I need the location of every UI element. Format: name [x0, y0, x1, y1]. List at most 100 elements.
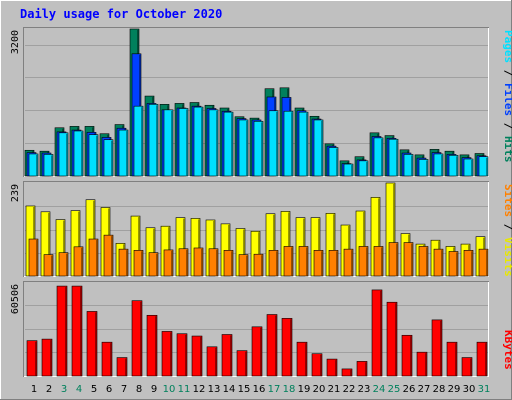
bar-kbytes	[296, 341, 308, 377]
bar-pages	[388, 138, 399, 177]
x-tick-label: 13	[208, 384, 221, 395]
bar-sites	[463, 250, 474, 277]
x-tick-label: 4	[76, 384, 82, 395]
bar-kbytes	[356, 361, 368, 377]
bottom-max-label: 60506	[10, 284, 21, 314]
bar-kbytes	[251, 326, 263, 377]
x-tick-label: 25	[388, 384, 401, 395]
bottom-legend: KBytes	[502, 330, 512, 370]
bar-pages	[328, 147, 339, 177]
bar-sites	[283, 246, 294, 277]
x-tick-label: 23	[358, 384, 371, 395]
bar-sites	[418, 246, 429, 277]
bar-kbytes	[71, 285, 83, 377]
x-tick-label: 21	[328, 384, 341, 395]
x-tick-label: 12	[193, 384, 206, 395]
bar-kbytes	[26, 340, 38, 377]
bar-sites	[448, 251, 459, 277]
legend-hits: Hits	[502, 136, 512, 163]
x-tick-label: 17	[268, 384, 281, 395]
x-tick-label: 3	[61, 384, 67, 395]
x-tick-label: 27	[418, 384, 431, 395]
bar-pages	[58, 132, 69, 177]
bar-sites	[358, 246, 369, 277]
hits-files-pages-bars	[24, 28, 489, 177]
x-tick-label: 31	[478, 384, 491, 395]
bar-kbytes	[191, 335, 203, 377]
x-tick-label: 20	[313, 384, 326, 395]
bar-kbytes	[461, 357, 473, 377]
x-tick-label: 24	[373, 384, 386, 395]
bar-kbytes	[146, 314, 158, 377]
bar-sites	[298, 246, 309, 277]
bar-pages	[103, 139, 114, 177]
bar-sites	[163, 249, 174, 277]
bar-sites	[28, 238, 39, 277]
bar-kbytes	[131, 300, 143, 377]
bar-sites	[208, 248, 219, 277]
bar-pages	[463, 158, 474, 177]
middle-legend: Sites / Visits	[502, 184, 512, 277]
x-tick-label: 22	[343, 384, 356, 395]
bar-pages	[448, 155, 459, 177]
bar-pages	[403, 154, 414, 177]
bar-pages	[88, 134, 99, 177]
x-tick-label: 6	[106, 384, 112, 395]
x-tick-label: 14	[223, 384, 236, 395]
sites-visits-bars	[25, 182, 489, 277]
bar-sites	[238, 254, 249, 277]
legend-sep: /	[502, 116, 512, 136]
bar-kbytes	[236, 350, 248, 377]
bar-sites	[133, 250, 144, 277]
x-tick-label: 29	[448, 384, 461, 395]
bar-kbytes	[101, 341, 113, 377]
bar-sites	[178, 248, 189, 277]
bar-pages	[208, 109, 219, 177]
bar-pages	[43, 154, 54, 177]
bar-kbytes	[311, 353, 323, 377]
kbytes-bars	[26, 285, 488, 377]
bar-sites	[88, 238, 99, 277]
x-tick-label: 2	[46, 384, 52, 395]
top-legend: Pages / Files / Hits	[502, 30, 512, 163]
bar-pages	[238, 119, 249, 177]
bar-kbytes	[386, 301, 398, 377]
bar-kbytes	[446, 341, 458, 377]
bar-sites	[73, 246, 84, 277]
bar-pages	[178, 108, 189, 177]
x-tick-label: 19	[298, 384, 311, 395]
bar-kbytes	[206, 346, 218, 377]
x-tick-label: 7	[121, 384, 127, 395]
bar-pages	[193, 106, 204, 177]
bar-kbytes	[401, 334, 413, 377]
x-tick-label: 11	[178, 384, 191, 395]
bar-kbytes	[416, 351, 428, 377]
bar-sites	[388, 242, 399, 277]
x-axis-labels: 1 2 3 4 5 6 7 8 9 10 11 12 13 14 15 16 17 18 19 20 21 22 23 24 2…	[31, 384, 491, 395]
bar-sites	[328, 250, 339, 277]
bar-pages	[358, 160, 369, 177]
bar-kbytes	[41, 338, 53, 377]
legend-sep: /	[502, 217, 512, 237]
bar-sites	[433, 248, 444, 277]
bar-sites	[373, 246, 384, 277]
x-tick-label: 8	[136, 384, 142, 395]
bar-pages	[28, 153, 39, 177]
legend-files: Files	[502, 83, 512, 116]
bar-kbytes	[371, 289, 383, 377]
bar-kbytes	[476, 341, 488, 377]
x-tick-label: 26	[403, 384, 416, 395]
bar-sites	[58, 252, 69, 277]
bar-sites	[118, 248, 129, 277]
legend-kbytes: KBytes	[502, 330, 512, 370]
bar-pages	[298, 111, 309, 177]
bar-kbytes	[281, 318, 293, 377]
x-tick-label: 5	[91, 384, 97, 395]
bar-pages	[478, 156, 489, 177]
x-tick-label: 16	[253, 384, 266, 395]
bar-sites	[403, 242, 414, 277]
bar-sites	[223, 250, 234, 277]
x-tick-label: 1	[31, 384, 37, 395]
bar-sites	[103, 234, 114, 277]
bar-pages	[373, 137, 384, 177]
